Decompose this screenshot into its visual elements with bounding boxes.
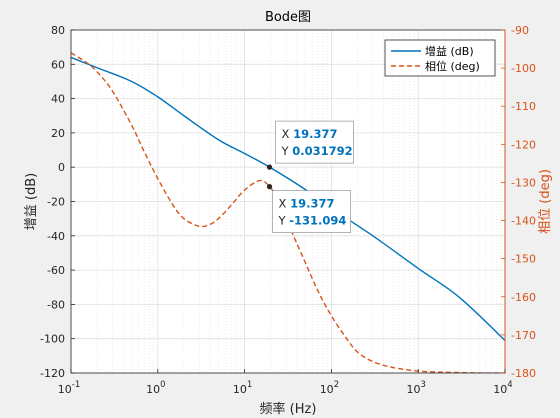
datatip-marker — [266, 184, 273, 190]
x-tick-label: 10-1 — [58, 380, 80, 396]
phase-series-line — [71, 52, 505, 373]
legend-label-phase: 相位 (deg) — [425, 59, 480, 73]
legend[interactable]: 增益 (dB) 相位 (deg) — [384, 39, 496, 77]
datatip-x-label: X 19.377 — [282, 127, 338, 141]
legend-box — [384, 39, 496, 77]
y-tick-label: 0 — [58, 161, 65, 174]
y-right-tick-label: -110 — [511, 100, 536, 113]
y-tick-label: -120 — [40, 367, 65, 380]
y-right-tick-label: -140 — [511, 215, 536, 228]
datatip-y-label: Y -131.094 — [278, 214, 347, 228]
datatips: X 19.377 Y 0.031792 X 19.377 Y -131.094 — [266, 120, 354, 234]
gain-series-line — [71, 56, 505, 341]
x-tick-label: 103 — [406, 380, 425, 396]
datatip-box — [272, 190, 351, 234]
y-tick-label: -20 — [47, 196, 65, 209]
y-axis-label: 增益 (dB) — [24, 173, 39, 230]
y-right-tick-label: -170 — [511, 329, 536, 342]
x-tick-label: 101 — [233, 380, 252, 396]
y-tick-label: -60 — [47, 264, 65, 277]
y-right-tick-label: -100 — [511, 62, 536, 75]
x-axis-label: 频率 (Hz) — [260, 401, 317, 417]
datatip-marker — [266, 164, 273, 170]
x-tick-label: 100 — [146, 380, 165, 396]
y-tick-label: 60 — [51, 58, 65, 71]
legend-label-gain: 增益 (dB) — [425, 44, 474, 58]
y-tick-label: -40 — [47, 230, 65, 243]
datatip-y-label: Y 0.031792 — [281, 144, 353, 158]
y-right-tick-label: -180 — [511, 367, 536, 380]
datatip-box — [275, 120, 354, 164]
y-tick-label: 80 — [51, 24, 65, 37]
y-right-tick-label: -120 — [511, 138, 536, 151]
ticks: 80 60 40 20 0 -20 -40 -60 -80 -100 -120 -90 -100 -110… — [40, 24, 536, 396]
y-right-tick-label: -90 — [511, 24, 529, 37]
y-tick-label: 20 — [51, 127, 65, 140]
y-right-tick-label: -150 — [511, 253, 536, 266]
y-right-tick-label: -130 — [511, 176, 536, 189]
y-tick-label: -80 — [47, 298, 65, 311]
y-axis-right-label: 相位 (deg) — [538, 169, 553, 234]
y-tick-label: 40 — [51, 93, 65, 106]
y-right-tick-label: -160 — [511, 291, 536, 304]
datatip-x-label: X 19.377 — [279, 197, 335, 211]
chart-title: Bode图 — [265, 10, 311, 25]
y-tick-label: -100 — [40, 333, 65, 346]
x-tick-label: 102 — [320, 380, 339, 396]
x-tick-label: 104 — [493, 380, 512, 396]
series-layer — [71, 52, 505, 373]
